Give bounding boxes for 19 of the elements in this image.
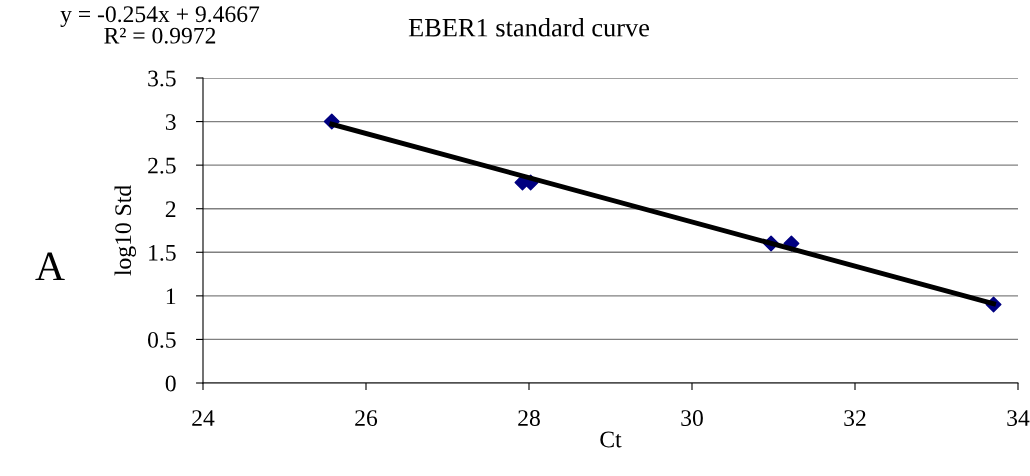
x-tick-label: 32 bbox=[844, 410, 866, 427]
chart-title: EBER1 standard curve bbox=[408, 18, 649, 37]
y-tick-label: 3 bbox=[165, 114, 176, 130]
x-tick-label: 28 bbox=[518, 410, 540, 427]
y-tick-label: 0.5 bbox=[148, 331, 176, 348]
x-tick-label: 24 bbox=[192, 410, 215, 426]
x-axis-title: Ct bbox=[600, 431, 622, 448]
x-tick-label: 34 bbox=[1007, 410, 1030, 427]
y-axis-title: log10 Std bbox=[114, 185, 136, 276]
text: y = -0.254x + 9.4667 R² = 0.9972 bbox=[60, 6, 260, 44]
y-tick-label: 1 bbox=[166, 288, 176, 305]
y-tick-label: 2 bbox=[165, 201, 176, 217]
y-tick-label: 1.5 bbox=[149, 244, 176, 261]
y-tick-label: 3.5 bbox=[148, 70, 176, 87]
x-tick-label: 30 bbox=[681, 410, 703, 427]
y-tick-label: 0 bbox=[165, 375, 176, 392]
x-tick-label: 26 bbox=[355, 410, 378, 427]
text: A bbox=[35, 252, 65, 281]
y-tick-label: 2.5 bbox=[148, 157, 176, 174]
